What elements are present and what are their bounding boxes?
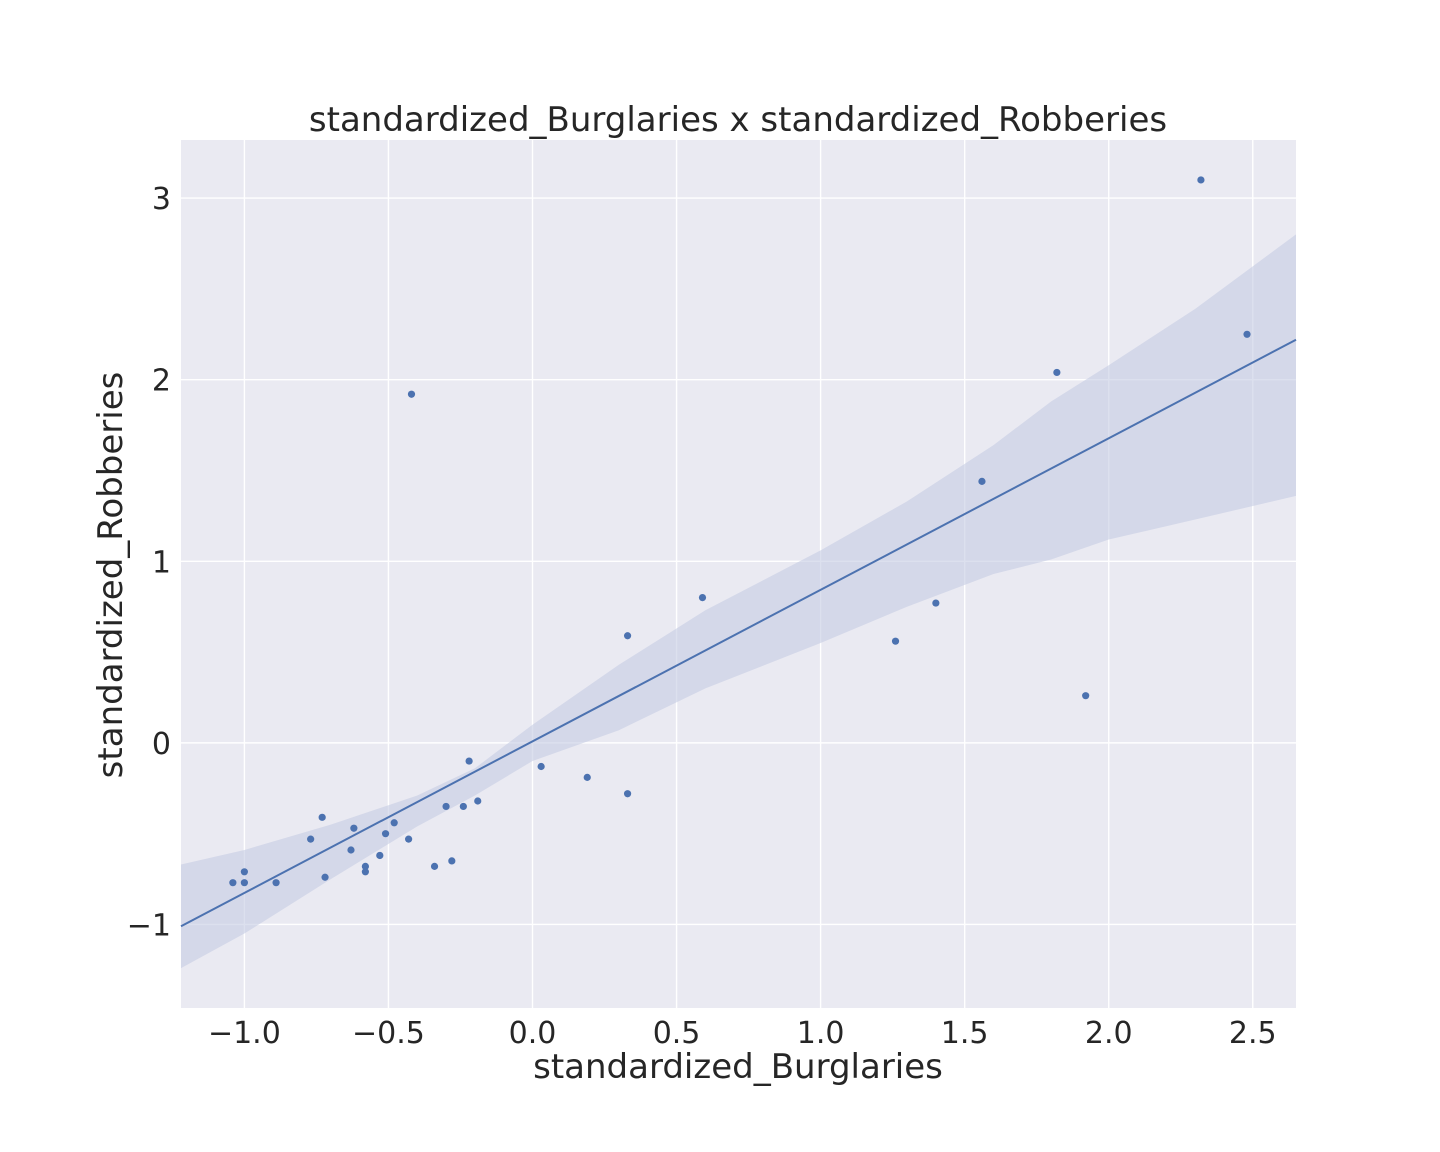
y-tick-label: 2 — [152, 364, 171, 399]
data-point — [430, 862, 439, 870]
x-tick-label: 1.0 — [797, 1016, 845, 1051]
x-tick-label: −0.5 — [352, 1016, 425, 1051]
data-point — [537, 762, 545, 771]
regression-line — [180, 338, 1297, 928]
data-point — [307, 835, 315, 843]
x-tick-label: −1.0 — [208, 1016, 281, 1051]
data-point — [405, 835, 413, 843]
data-points — [229, 176, 1251, 887]
data-point — [376, 851, 384, 860]
y-axis-label: standardized_Robberies — [91, 372, 131, 779]
chart-title: standardized_Burglaries x standardized_R… — [309, 100, 1167, 140]
x-tick-label: 1.5 — [941, 1016, 989, 1051]
data-point — [891, 637, 900, 645]
x-tick-label: 0.0 — [509, 1016, 557, 1051]
y-tick-label: 3 — [152, 182, 171, 217]
data-point — [442, 802, 450, 811]
data-point — [318, 813, 326, 821]
data-point — [1243, 330, 1251, 338]
data-point — [390, 819, 398, 827]
data-point — [240, 879, 248, 887]
data-point — [1197, 176, 1205, 184]
plot-background — [181, 140, 1296, 1008]
x-tick-label: 2.0 — [1085, 1016, 1133, 1051]
data-point — [474, 797, 482, 805]
data-point — [1053, 368, 1061, 377]
data-point — [465, 757, 473, 765]
confidence-band — [181, 234, 1296, 969]
data-point — [1082, 692, 1090, 700]
data-point — [978, 477, 986, 485]
data-point — [698, 594, 707, 602]
data-point — [361, 862, 369, 870]
x-axis-label: standardized_Burglaries — [533, 1047, 943, 1087]
x-tick-labels: −1.0 −0.5 0.0 0.5 1.0 1.5 2.0 2.5 — [208, 1016, 1277, 1051]
data-point — [932, 599, 940, 607]
data-point — [229, 879, 237, 887]
data-point — [350, 824, 358, 832]
x-tick-label: 0.5 — [653, 1016, 701, 1051]
y-tick-label: 0 — [152, 727, 171, 762]
data-point — [361, 868, 369, 876]
data-point — [407, 390, 416, 398]
data-point — [448, 857, 456, 865]
x-tick-label: 2.5 — [1229, 1016, 1277, 1051]
data-point — [623, 632, 632, 640]
data-point — [272, 879, 280, 887]
y-tick-label: 1 — [152, 545, 171, 580]
data-point — [381, 830, 390, 838]
data-point — [459, 802, 467, 811]
data-point — [347, 846, 355, 854]
data-point — [240, 868, 248, 876]
y-tick-labels: −1 0 1 2 3 — [127, 182, 171, 943]
data-point — [583, 773, 591, 781]
y-tick-label: −1 — [127, 908, 171, 943]
data-point — [623, 790, 632, 798]
data-point — [321, 873, 329, 881]
